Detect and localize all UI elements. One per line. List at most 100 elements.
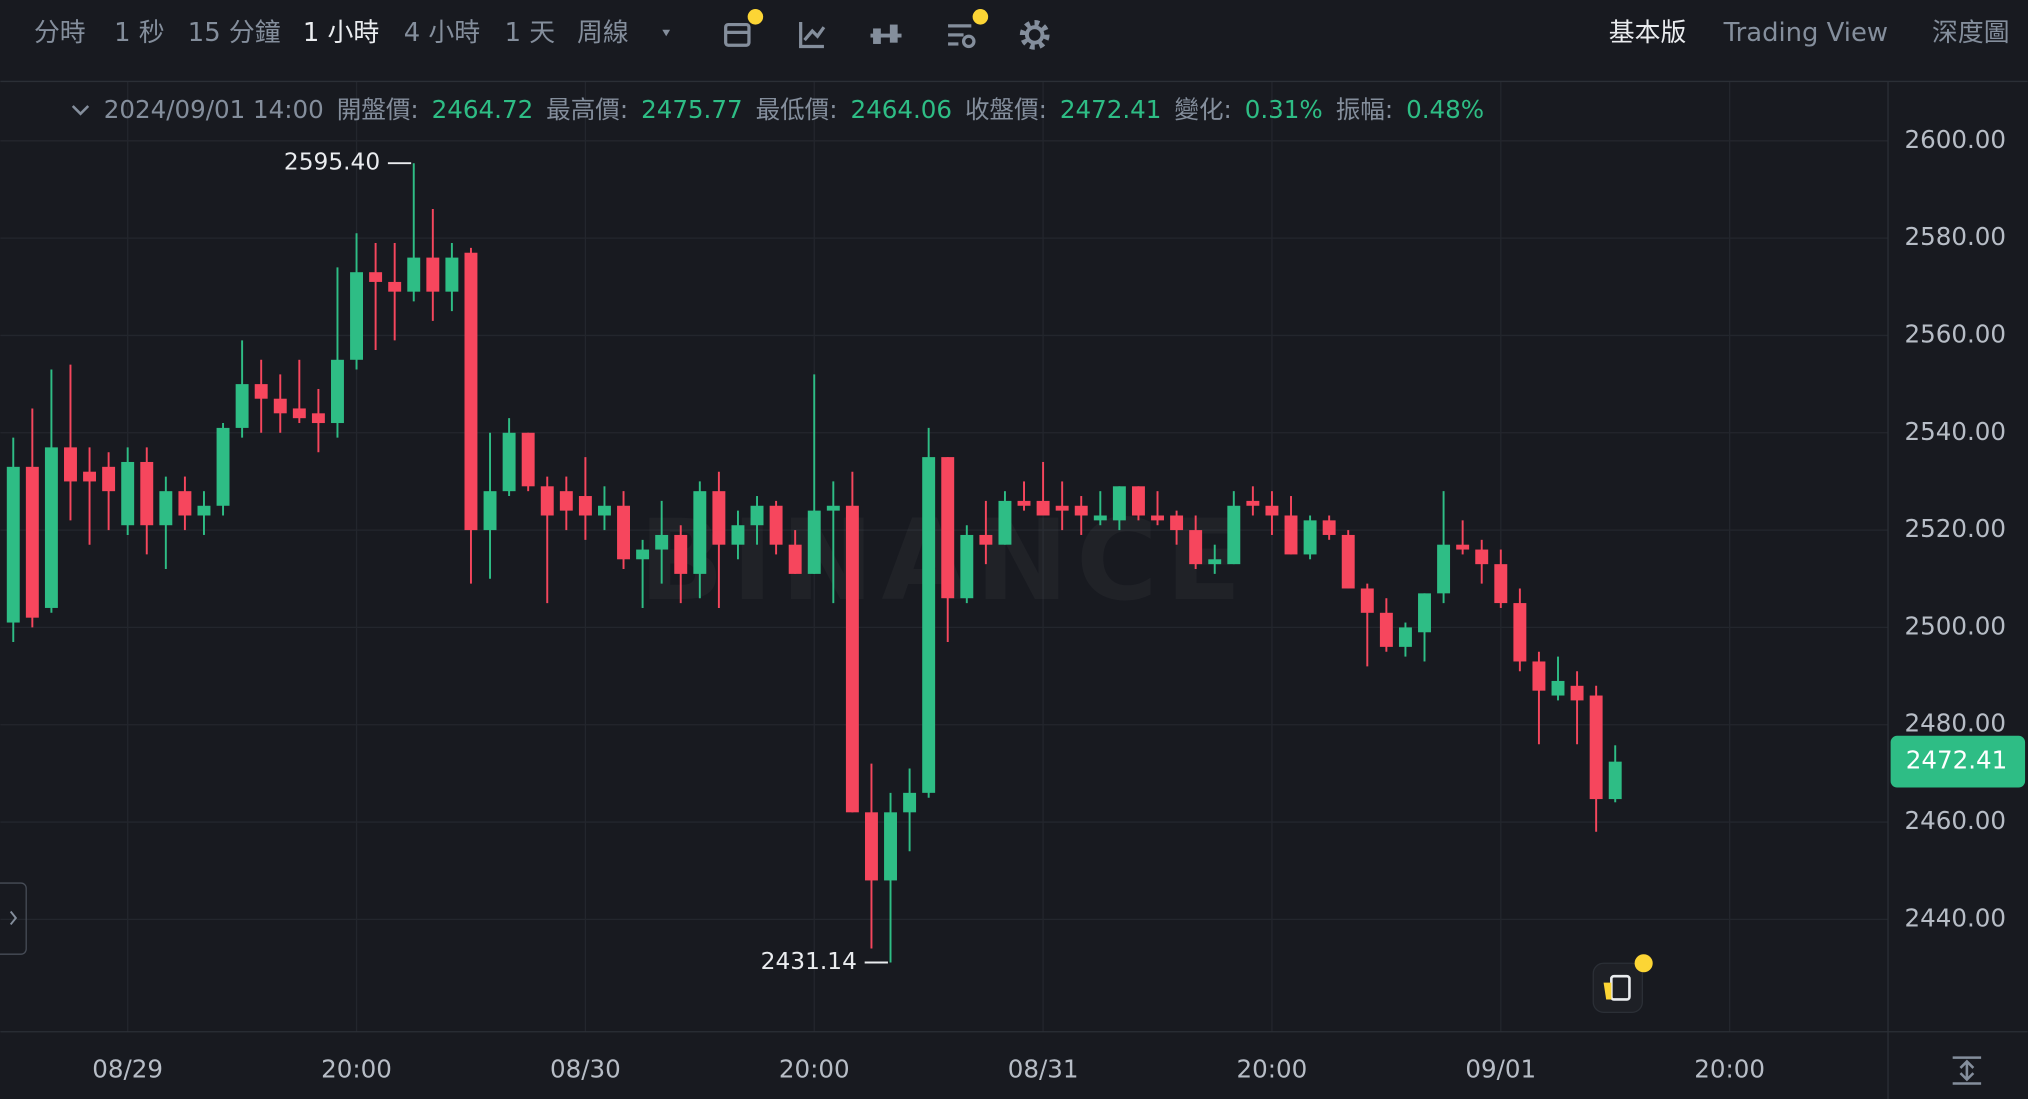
- candle-body: [159, 491, 173, 526]
- candle-body: [1151, 515, 1164, 521]
- candle-body: [788, 544, 802, 574]
- candle-body: [1322, 520, 1336, 535]
- ohlc-header: 2024/09/01 14:00 開盤價: 2464.72 最高價: 2475.…: [104, 95, 1484, 124]
- candle-body: [1379, 612, 1393, 647]
- news-button[interactable]: [1592, 962, 1644, 1014]
- label: 最高價:: [546, 95, 628, 124]
- candle-body: [1246, 500, 1260, 506]
- label: 最低價:: [756, 95, 838, 124]
- candle-body: [6, 466, 20, 623]
- value: 2464.06: [851, 95, 953, 124]
- icon-indicator[interactable]: [799, 21, 826, 49]
- value: 0.48%: [1406, 95, 1484, 124]
- candle-body: [292, 408, 306, 419]
- y-tick-label: 2520.00: [1905, 514, 2007, 543]
- candle-body: [1608, 761, 1622, 800]
- dropdown-arrow[interactable]: [662, 29, 671, 37]
- candle-body: [1055, 505, 1069, 511]
- candle-body: [407, 257, 421, 292]
- y-tick-label: 2480.00: [1905, 709, 2007, 738]
- candle-body: [426, 257, 440, 292]
- x-tick-label: 20:00: [1694, 1055, 1765, 1084]
- candle-body: [464, 252, 478, 531]
- candle-body: [445, 257, 459, 292]
- view-tab[interactable]: Trading View: [1723, 18, 1888, 48]
- candle-body: [1551, 680, 1565, 696]
- candle-body: [1303, 520, 1317, 555]
- view-tab[interactable]: 深度圖: [1932, 18, 2010, 48]
- candle-body: [121, 461, 135, 526]
- candle-body: [1418, 593, 1431, 633]
- candle-body: [693, 491, 707, 574]
- y-tick-label: 2580.00: [1905, 222, 2007, 251]
- candle-body: [1360, 588, 1374, 613]
- interval-tab[interactable]: 15 分鐘: [188, 18, 281, 48]
- candle-body: [273, 398, 287, 414]
- candle-body: [140, 461, 154, 526]
- candle-body: [1437, 544, 1451, 594]
- candle-body: [388, 281, 402, 292]
- candle-body: [44, 447, 58, 608]
- candle-body: [1589, 695, 1603, 800]
- icon-calendar[interactable]: [724, 22, 751, 47]
- scale-toggle[interactable]: [1952, 1056, 1982, 1085]
- candle-body: [769, 505, 783, 545]
- y-tick-label: 2460.00: [1905, 806, 2007, 835]
- icon-settings-list[interactable]: [948, 24, 976, 49]
- candle-body: [178, 491, 192, 516]
- x-tick-label: 08/29: [92, 1055, 163, 1084]
- x-tick-label: 08/30: [550, 1055, 621, 1084]
- y-tick-label: 2540.00: [1905, 417, 2007, 446]
- candle-body: [674, 534, 688, 574]
- candle-body: [197, 505, 211, 516]
- candle-body: [1494, 564, 1508, 604]
- candle-body: [960, 534, 974, 599]
- candle-body: [311, 413, 325, 424]
- candle-body: [1036, 500, 1050, 516]
- candle-body: [655, 534, 669, 550]
- candle-body: [1456, 544, 1470, 550]
- candle-body: [235, 384, 249, 428]
- view-tab[interactable]: 基本版: [1609, 18, 1687, 48]
- candle-body: [903, 792, 917, 813]
- value: 2464.72: [432, 95, 534, 124]
- interval-tab[interactable]: 分時: [34, 18, 86, 48]
- candle-body: [369, 272, 383, 282]
- collapse-chevron[interactable]: [71, 105, 90, 116]
- x-tick-label: 20:00: [321, 1055, 392, 1084]
- candle-body: [83, 471, 97, 482]
- interval-tab[interactable]: 1 秒: [114, 18, 165, 48]
- candle-body: [1475, 549, 1489, 565]
- candle-body: [559, 491, 573, 511]
- time: 2024/09/01 14:00: [104, 95, 324, 124]
- annotation-label: 2595.40: [284, 149, 380, 176]
- candle-body: [216, 427, 230, 506]
- interval-tab[interactable]: 1 小時: [303, 18, 379, 48]
- candle-body: [1131, 486, 1145, 516]
- value: 2472.41: [1060, 95, 1162, 124]
- candle-body: [1265, 505, 1279, 516]
- side-toggle[interactable]: [0, 882, 27, 955]
- x-tick-label: 20:00: [779, 1055, 850, 1084]
- y-tick-label: 2440.00: [1905, 903, 2007, 932]
- interval-tab[interactable]: 周線: [577, 18, 629, 48]
- icon-candles[interactable]: [870, 24, 902, 44]
- value: 2475.77: [641, 95, 743, 124]
- grid: [0, 81, 1889, 1032]
- plot: 2595.40 2431.14: [6, 149, 1622, 975]
- candle-body: [941, 457, 955, 599]
- interval-tab[interactable]: 4 小時: [404, 18, 480, 48]
- icon-gear[interactable]: [1019, 20, 1050, 50]
- candle-body: [64, 447, 77, 482]
- candle-body: [1513, 603, 1527, 662]
- candle-body: [350, 272, 364, 360]
- value: 0.31%: [1245, 95, 1323, 124]
- candle-body: [578, 496, 592, 516]
- candle-body: [1093, 515, 1107, 521]
- interval-tab[interactable]: 1 天: [505, 18, 556, 48]
- x-tick-label: 09/01: [1465, 1055, 1536, 1084]
- candle-body: [1227, 505, 1241, 565]
- candle-body: [864, 812, 878, 881]
